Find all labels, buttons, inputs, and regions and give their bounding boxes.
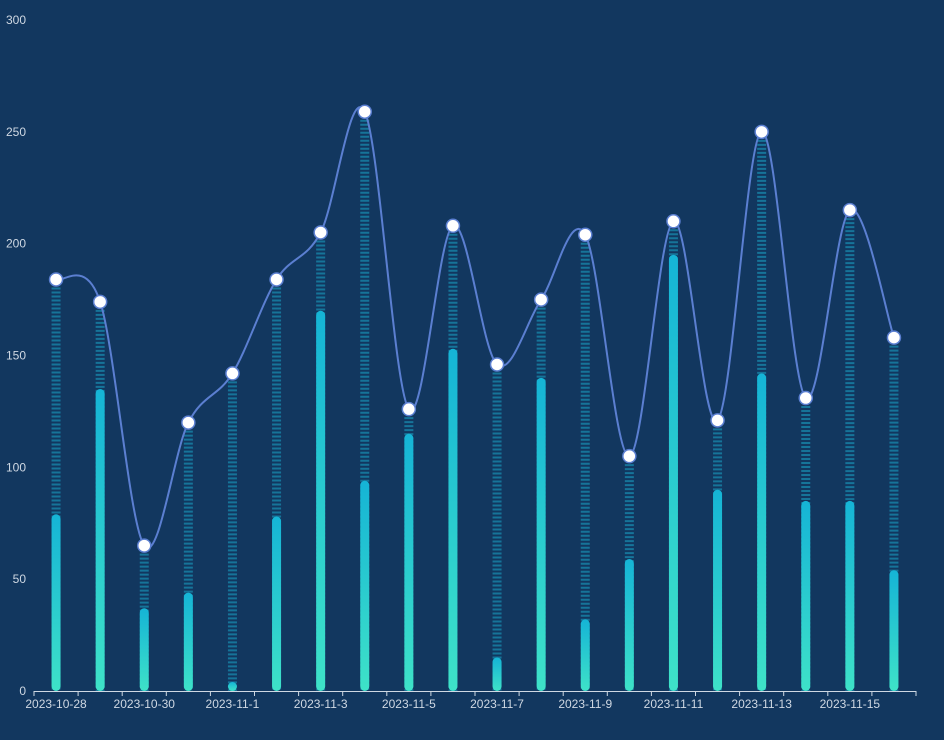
bar	[845, 500, 855, 691]
bar	[536, 377, 546, 691]
line-point-marker	[137, 538, 152, 553]
line-point-marker	[710, 413, 725, 428]
bar	[801, 500, 811, 691]
bar	[713, 489, 723, 691]
bar	[95, 389, 105, 691]
axis-layer: 2023-10-28 2023-10-30 2023-11-1 2023-11-3 20…	[6, 13, 917, 711]
y-tick-label: 150	[6, 349, 26, 363]
y-tick-label: 300	[6, 13, 26, 27]
line-point-marker	[313, 225, 328, 240]
bar	[51, 514, 61, 691]
bar	[139, 608, 149, 691]
line-point-marker	[622, 448, 637, 464]
line-point-marker	[48, 272, 64, 287]
bar	[580, 619, 590, 691]
line-point-marker	[445, 218, 461, 234]
line-point-marker	[578, 227, 593, 242]
line-point-marker	[357, 104, 372, 119]
line-point-marker	[401, 401, 417, 417]
dashed-column-layer	[51, 111, 899, 691]
bar	[624, 559, 634, 691]
bar-layer	[51, 254, 899, 691]
x-tick-label: 2023-11-3	[294, 697, 348, 711]
x-tick-label: 2023-10-28	[25, 697, 87, 711]
x-tick-label: 2023-11-7	[470, 697, 524, 711]
series-line	[55, 106, 895, 549]
x-tick-label: 2023-11-13	[731, 697, 792, 711]
y-tick-label: 0	[19, 684, 26, 698]
x-tick-label: 2023-11-15	[820, 697, 881, 711]
bar	[227, 682, 237, 691]
bar	[272, 516, 282, 691]
bar	[183, 592, 193, 691]
line-point-marker	[92, 294, 108, 310]
bar	[757, 373, 767, 691]
y-tick-label: 200	[6, 237, 26, 251]
line-point-marker	[533, 292, 549, 307]
line-point-marker	[225, 366, 240, 381]
line-point-marker	[269, 272, 284, 287]
x-tick-label: 2023-11-11	[644, 697, 704, 711]
x-tick-label: 2023-10-30	[114, 697, 176, 711]
x-tick-label: 2023-11-9	[558, 697, 612, 711]
line-point-marker	[886, 330, 902, 345]
x-tick-label: 2023-11-5	[382, 697, 436, 711]
y-tick-label: 250	[6, 125, 26, 139]
y-tick-label: 50	[13, 572, 27, 586]
bar	[889, 570, 899, 691]
bar	[360, 480, 370, 691]
bar	[492, 657, 502, 691]
bar	[448, 348, 458, 691]
line-layer	[55, 106, 895, 549]
line-point-marker	[754, 124, 769, 140]
line-point-marker	[489, 357, 505, 372]
bar	[316, 310, 326, 691]
y-tick-label: 100	[6, 460, 26, 474]
marker-layer	[48, 104, 902, 553]
bar	[668, 254, 678, 691]
line-point-marker	[798, 390, 813, 406]
line-point-marker	[666, 214, 681, 229]
bar	[404, 433, 414, 691]
line-point-marker	[181, 415, 196, 430]
x-tick-label: 2023-11-1	[206, 697, 260, 711]
line-point-marker	[842, 202, 858, 218]
